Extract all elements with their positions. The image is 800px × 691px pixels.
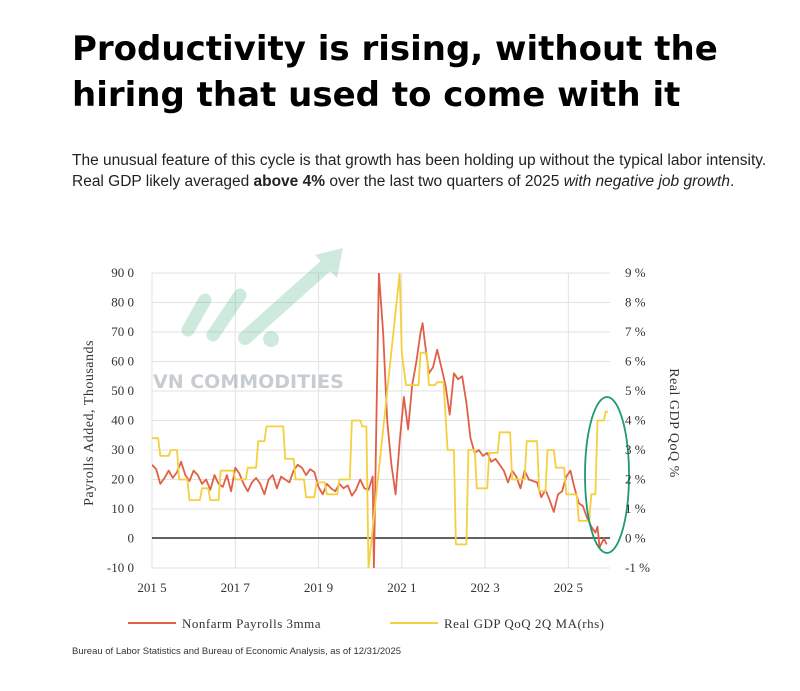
- chart: VN COMMODITIES 90 0 80 0 70 0 60 0 50 0 40 0 3…: [82, 248, 681, 631]
- watermark-text: VN COMMODITIES: [153, 371, 344, 393]
- x-tick-label: 201 5: [137, 580, 166, 595]
- intro-text-1: The unusual feature of this cycle is tha…: [72, 152, 767, 190]
- y-axis-title: Payrolls Added, Thousands: [82, 340, 97, 506]
- intro-text-2: over the last two quarters of 2025: [325, 173, 564, 190]
- y2-tick-label: 4 %: [625, 413, 646, 428]
- y2-tick-label: 9 %: [625, 265, 646, 280]
- y2-tick-label: -1 %: [625, 560, 650, 575]
- y-tick-label: 70 0: [111, 324, 134, 339]
- source-note: Bureau of Labor Statistics and Bureau of…: [72, 646, 402, 657]
- y-tick-label: 90 0: [111, 265, 134, 280]
- intro-bold: above 4%: [253, 173, 326, 190]
- y2-tick-label: 6 %: [625, 354, 646, 369]
- y2-axis-title: Real GDP QoQ %: [666, 368, 681, 478]
- y-tick-label: 50 0: [111, 383, 134, 398]
- legend-label-payrolls: Nonfarm Payrolls 3mma: [182, 616, 321, 631]
- y-tick-label: 20 0: [111, 472, 134, 487]
- x-axis: 201 5 201 7 201 9 202 1 202 3 202 5: [137, 580, 583, 595]
- highlight-ellipse: [584, 396, 630, 554]
- y-tick-label: 60 0: [111, 354, 134, 369]
- intro-text-end: .: [729, 173, 735, 190]
- x-tick-label: 202 3: [470, 580, 499, 595]
- y2-tick-label: 3 %: [625, 442, 646, 457]
- legend-label-gdp: Real GDP QoQ 2Q MA(rhs): [444, 616, 605, 631]
- series-line-payrolls: [152, 273, 608, 568]
- x-tick-label: 201 7: [221, 580, 251, 595]
- y-axis-right: 9 % 8 % 7 % 6 % 5 % 4 % 3 % 2 % 1 % 0 % -1 %: [625, 265, 650, 575]
- series-line-gdp: [152, 273, 608, 568]
- y2-tick-label: 1 %: [625, 501, 646, 516]
- watermark: VN COMMODITIES: [153, 248, 344, 393]
- y2-tick-label: 7 %: [625, 324, 646, 339]
- y2-tick-label: 5 %: [625, 383, 646, 398]
- x-tick-label: 201 9: [304, 580, 333, 595]
- y-tick-label: 0: [128, 531, 135, 546]
- x-tick-label: 202 1: [387, 580, 416, 595]
- y-tick-label: 10 0: [111, 501, 134, 516]
- y-tick-label: 40 0: [111, 413, 134, 428]
- headline: Productivity is rising, without the hiri…: [72, 29, 718, 115]
- legend: Nonfarm Payrolls 3mma Real GDP QoQ 2Q MA…: [128, 616, 605, 631]
- watermark-logo-icon: [181, 248, 343, 347]
- y-tick-label: 30 0: [111, 442, 134, 457]
- intro-italic: with negative job growth: [563, 173, 730, 190]
- y2-tick-label: 0 %: [625, 531, 646, 546]
- x-tick-label: 202 5: [554, 580, 583, 595]
- y-tick-label: -10 0: [107, 560, 134, 575]
- y-tick-label: 80 0: [111, 295, 134, 310]
- y-axis-left: 90 0 80 0 70 0 60 0 50 0 40 0 30 0 20 0 10 0 0 -10…: [107, 265, 134, 575]
- y2-tick-label: 8 %: [625, 295, 646, 310]
- y2-tick-label: 2 %: [625, 472, 646, 487]
- intro-paragraph: The unusual feature of this cycle is tha…: [72, 150, 772, 192]
